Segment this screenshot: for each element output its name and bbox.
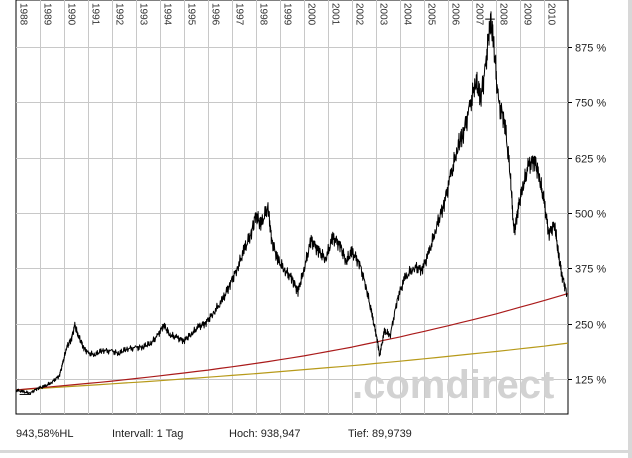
x-tick-label: 2001: [330, 3, 341, 26]
y-tick-label: 500 %: [575, 209, 606, 221]
frame-bottom: [0, 450, 632, 453]
x-tick-label: 1993: [138, 3, 149, 26]
y-tick-label: 375 %: [575, 264, 606, 276]
x-tick-label: 2006: [450, 3, 461, 26]
footer-bar: 943,58%HL Intervall: 1 Tag Hoch: 938,947…: [0, 418, 632, 458]
y-tick-label: 250 %: [575, 320, 606, 332]
y-tick-label: 625 %: [575, 154, 606, 166]
footer-interval: Intervall: 1 Tag: [112, 428, 184, 440]
x-tick-label: 1997: [234, 3, 245, 26]
series-line-0: [15, 11, 568, 395]
x-tick-label: 2002: [354, 3, 365, 26]
x-tick-label: 1995: [186, 3, 197, 26]
x-tick-label: 1989: [42, 3, 53, 26]
x-tick-label: 2000: [306, 3, 317, 26]
chart-canvas: 1988 1989 1990 1991 1992 1993 1994 1995 1996 1997…: [15, 0, 606, 415]
y-tick-label: 875 %: [575, 43, 606, 55]
x-tick-label: 2007: [474, 3, 485, 26]
series-line-1: [15, 292, 569, 391]
x-tick-label: 2004: [402, 3, 413, 26]
x-tick-label: 2003: [378, 3, 389, 26]
footer-high: Hoch: 938,947: [229, 428, 301, 440]
y-tick-label: 750 %: [575, 98, 606, 110]
x-tick-label: 2009: [522, 3, 533, 26]
footer-value: 943,58%HL: [16, 428, 74, 440]
footer-low: Tief: 89,9739: [348, 428, 412, 440]
x-tick-label: 2010: [546, 3, 557, 26]
x-tick-label: 1992: [114, 3, 125, 26]
watermark: .comdirect: [352, 363, 554, 407]
x-tick-label: 1991: [90, 3, 101, 26]
x-tick-label: 2008: [498, 3, 509, 26]
plot-area: [15, 0, 569, 415]
frame-right: [628, 0, 632, 458]
x-tick-label: 2005: [426, 3, 437, 26]
x-tick-label: 1998: [258, 3, 269, 26]
x-tick-label: 1990: [66, 3, 77, 26]
x-tick-label: 1994: [162, 3, 173, 26]
x-tick-label: 1999: [282, 3, 293, 26]
y-tick-label: 125 %: [575, 375, 606, 387]
x-tick-label: 1988: [18, 3, 29, 26]
series-line-2: [15, 342, 569, 391]
x-tick-label: 1996: [210, 3, 221, 26]
